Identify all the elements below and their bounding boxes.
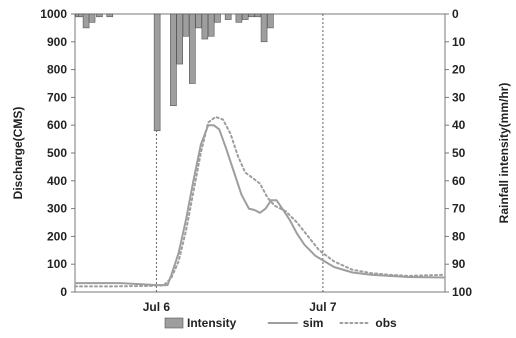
intensity-bar [254, 13, 262, 18]
left-tick-label: 100 [47, 257, 67, 271]
legend-label-Intensity: Intensity [187, 316, 237, 330]
legend-label-sim: sim [303, 316, 324, 330]
right-tick-label: 50 [452, 146, 466, 160]
intensity-bar [188, 13, 196, 84]
intensity-bar [201, 13, 209, 40]
intensity-bar [96, 13, 103, 18]
intensity-bar [88, 13, 96, 23]
right-tick-label: 80 [452, 229, 466, 243]
plot-area-border [74, 13, 446, 293]
left-tick-label: 900 [47, 35, 67, 49]
intensity-bar [224, 13, 232, 20]
legend-swatch-Intensity [164, 317, 184, 329]
right-tick-label: 100 [452, 285, 472, 299]
intensity-bars [75, 13, 274, 132]
left-tick-label: 200 [47, 229, 67, 243]
intensity-bar [241, 13, 249, 20]
right-tick-label: 60 [452, 174, 466, 188]
left-axis-title: Discharge(CMS) [11, 107, 25, 200]
intensity-bar [195, 13, 202, 29]
left-tick-label: 1000 [40, 7, 67, 21]
intensity-bar [260, 13, 268, 43]
plot-frame [74, 13, 446, 293]
intensity-bar [182, 13, 190, 37]
intensity-bar [207, 13, 215, 37]
right-tick-label: 10 [452, 35, 466, 49]
intensity-bar [106, 13, 114, 18]
sim-line [75, 124, 446, 287]
obs-line [74, 115, 446, 288]
left-tick-label: 700 [47, 90, 67, 104]
left-tick-label: 300 [47, 202, 67, 216]
x-tick-label: Jul 6 [143, 300, 171, 314]
right-tick-label: 0 [452, 7, 459, 21]
right-tick-label: 70 [452, 202, 466, 216]
left-tick-label: 500 [47, 146, 67, 160]
intensity-bar [214, 13, 221, 23]
legend-label-obs: obs [375, 316, 397, 330]
intensity-bar [153, 13, 161, 132]
right-tick-label: 30 [452, 90, 466, 104]
intensity-bar [248, 13, 255, 18]
left-tick-label: 600 [47, 118, 67, 132]
right-tick-label: 40 [452, 118, 466, 132]
intensity-bar [170, 13, 177, 107]
x-tick-label: Jul 7 [309, 300, 337, 314]
right-axis-ticks: 0 10 20 30 40 50 60 70 80 90 100 [445, 7, 472, 299]
left-axis-ticks: 0 100 200 300 400 500 600 700 800 900 1000 [40, 7, 75, 299]
legend: Intensity sim obs [164, 316, 397, 330]
intensity-bar [82, 13, 90, 29]
intensity-bar [176, 13, 184, 65]
right-axis-title: Rainfall intensity(mm/hr) [497, 83, 511, 224]
right-tick-label: 20 [452, 63, 466, 77]
right-tick-label: 90 [452, 257, 466, 271]
x-axis-ticks: Jul 6 Jul 7 [143, 300, 337, 314]
left-tick-label: 800 [47, 63, 67, 77]
intensity-bar [235, 13, 243, 23]
intensity-bar [267, 13, 274, 29]
left-tick-label: 0 [60, 285, 67, 299]
left-tick-label: 400 [47, 174, 67, 188]
discharge-lines [74, 115, 446, 288]
